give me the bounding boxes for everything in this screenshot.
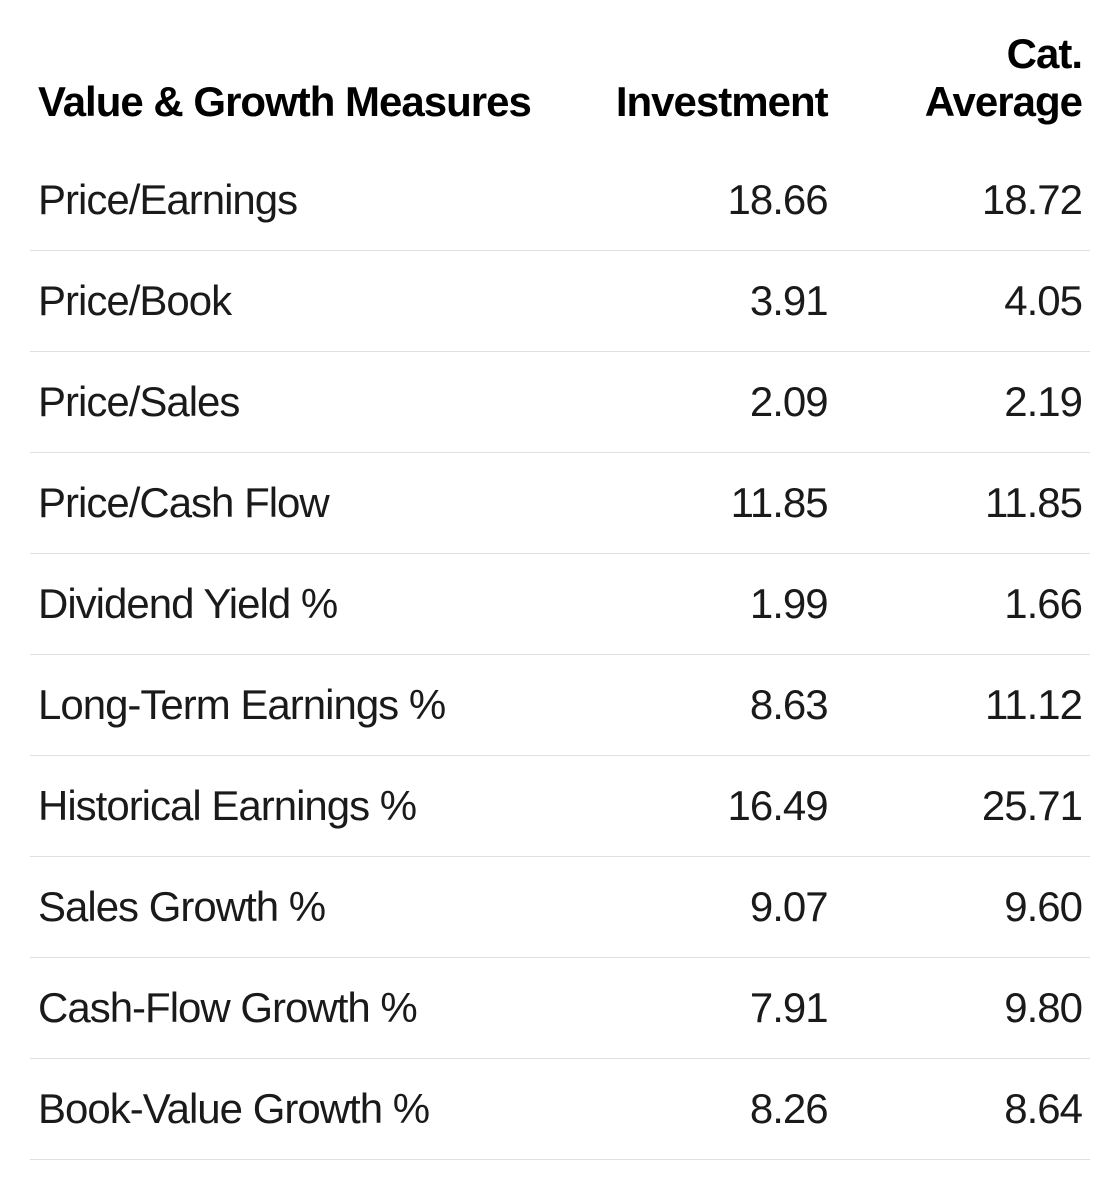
cell-measure: Book-Value Growth %: [30, 1059, 581, 1160]
table-body: Price/Earnings 18.66 18.72 Price/Book 3.…: [30, 150, 1090, 1160]
cell-investment: 3.91: [581, 251, 835, 352]
cell-investment: 8.63: [581, 655, 835, 756]
cell-investment: 7.91: [581, 958, 835, 1059]
table-row: Sales Growth % 9.07 9.60: [30, 857, 1090, 958]
cell-investment: 2.09: [581, 352, 835, 453]
table-row: Price/Earnings 18.66 18.72: [30, 150, 1090, 251]
cell-measure: Price/Sales: [30, 352, 581, 453]
cell-cat-average: 4.05: [836, 251, 1090, 352]
table-row: Historical Earnings % 16.49 25.71: [30, 756, 1090, 857]
cell-measure: Long-Term Earnings %: [30, 655, 581, 756]
cell-investment: 11.85: [581, 453, 835, 554]
table-row: Cash-Flow Growth % 7.91 9.80: [30, 958, 1090, 1059]
header-measure-label: Value & Growth Measures: [38, 78, 531, 125]
header-cat-line2: Average: [844, 78, 1082, 126]
cell-measure: Price/Cash Flow: [30, 453, 581, 554]
table-row: Price/Cash Flow 11.85 11.85: [30, 453, 1090, 554]
cell-cat-average: 18.72: [836, 150, 1090, 251]
table-row: Dividend Yield % 1.99 1.66: [30, 554, 1090, 655]
table-row: Long-Term Earnings % 8.63 11.12: [30, 655, 1090, 756]
cell-investment: 1.99: [581, 554, 835, 655]
cell-measure: Historical Earnings %: [30, 756, 581, 857]
header-investment-label: Investment: [616, 78, 828, 125]
cell-measure: Dividend Yield %: [30, 554, 581, 655]
cell-investment: 16.49: [581, 756, 835, 857]
cell-investment: 18.66: [581, 150, 835, 251]
header-measure: Value & Growth Measures: [30, 20, 581, 150]
header-investment: Investment: [581, 20, 835, 150]
cell-cat-average: 25.71: [836, 756, 1090, 857]
table-row: Book-Value Growth % 8.26 8.64: [30, 1059, 1090, 1160]
cell-cat-average: 8.64: [836, 1059, 1090, 1160]
cell-cat-average: 11.85: [836, 453, 1090, 554]
table-row: Price/Book 3.91 4.05: [30, 251, 1090, 352]
table-row: Price/Sales 2.09 2.19: [30, 352, 1090, 453]
value-growth-table: Value & Growth Measures Investment Cat. …: [30, 20, 1090, 1160]
cell-cat-average: 11.12: [836, 655, 1090, 756]
cell-cat-average: 2.19: [836, 352, 1090, 453]
cell-measure: Price/Book: [30, 251, 581, 352]
table-header-row: Value & Growth Measures Investment Cat. …: [30, 20, 1090, 150]
cell-measure: Sales Growth %: [30, 857, 581, 958]
cell-measure: Cash-Flow Growth %: [30, 958, 581, 1059]
cell-investment: 9.07: [581, 857, 835, 958]
cell-cat-average: 9.60: [836, 857, 1090, 958]
header-cat-line1: Cat.: [844, 30, 1082, 78]
cell-cat-average: 1.66: [836, 554, 1090, 655]
cell-measure: Price/Earnings: [30, 150, 581, 251]
cell-investment: 8.26: [581, 1059, 835, 1160]
cell-cat-average: 9.80: [836, 958, 1090, 1059]
header-cat-average: Cat. Average: [836, 20, 1090, 150]
